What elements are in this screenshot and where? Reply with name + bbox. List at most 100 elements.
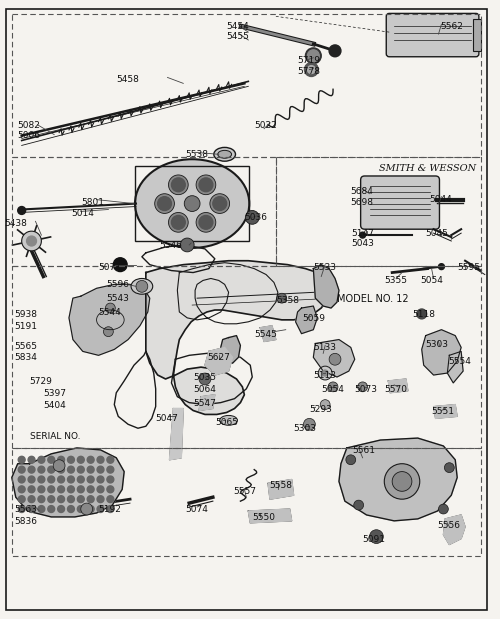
Circle shape [107, 486, 114, 493]
Circle shape [354, 500, 364, 510]
Text: 5551: 5551 [432, 407, 454, 415]
Circle shape [58, 496, 64, 503]
Circle shape [438, 504, 448, 514]
Circle shape [28, 486, 35, 493]
Polygon shape [339, 438, 457, 521]
Circle shape [168, 175, 188, 194]
Text: 5022: 5022 [254, 121, 277, 130]
Text: 5113: 5113 [314, 371, 336, 380]
Circle shape [28, 506, 35, 513]
Text: 5557: 5557 [234, 487, 256, 496]
Text: 5563: 5563 [14, 505, 37, 514]
Circle shape [87, 476, 94, 483]
Circle shape [87, 496, 94, 503]
Circle shape [392, 472, 412, 491]
Circle shape [38, 496, 45, 503]
Circle shape [104, 327, 114, 337]
Text: 5118: 5118 [412, 310, 435, 319]
Polygon shape [205, 347, 233, 375]
Circle shape [318, 366, 332, 380]
Circle shape [320, 400, 330, 410]
Circle shape [28, 466, 35, 473]
Text: 5565: 5565 [14, 342, 37, 350]
Text: 5834: 5834 [14, 353, 36, 362]
Text: 5546: 5546 [160, 241, 182, 250]
Ellipse shape [131, 279, 152, 294]
Circle shape [58, 506, 64, 513]
Text: 5562: 5562 [440, 22, 464, 32]
Circle shape [97, 476, 104, 483]
Text: 5719: 5719 [298, 56, 320, 65]
Text: 5014: 5014 [71, 209, 94, 219]
Circle shape [87, 506, 94, 513]
Circle shape [68, 456, 74, 463]
Circle shape [38, 486, 45, 493]
Polygon shape [199, 395, 215, 410]
Circle shape [97, 456, 104, 463]
Text: 5355: 5355 [384, 277, 407, 285]
Circle shape [306, 48, 321, 64]
Text: 5404: 5404 [44, 400, 66, 410]
Polygon shape [388, 379, 408, 393]
Circle shape [136, 280, 148, 292]
Text: 5596: 5596 [106, 280, 130, 290]
Text: 5303: 5303 [426, 340, 448, 348]
Text: 5550: 5550 [252, 513, 275, 522]
Circle shape [18, 476, 25, 483]
Polygon shape [220, 335, 240, 363]
Circle shape [107, 456, 114, 463]
Polygon shape [69, 284, 150, 355]
Text: 5558: 5558 [269, 482, 292, 490]
Circle shape [68, 466, 74, 473]
Circle shape [28, 496, 35, 503]
Circle shape [58, 476, 64, 483]
Text: 5554: 5554 [448, 357, 471, 366]
Text: SMITH & WESSON: SMITH & WESSON [380, 164, 476, 173]
Text: 5082: 5082 [18, 121, 40, 130]
Circle shape [308, 50, 320, 62]
Circle shape [158, 197, 172, 210]
Polygon shape [12, 448, 124, 517]
Circle shape [48, 476, 54, 483]
Circle shape [360, 232, 366, 238]
Text: 5073: 5073 [354, 385, 378, 394]
Text: 5074: 5074 [185, 505, 208, 514]
Circle shape [87, 466, 94, 473]
Circle shape [199, 373, 211, 385]
Text: 5801: 5801 [81, 197, 104, 207]
Circle shape [168, 212, 188, 232]
Bar [135, 166, 250, 241]
Text: 5133: 5133 [314, 344, 336, 352]
Polygon shape [268, 480, 293, 499]
Circle shape [48, 466, 54, 473]
Text: 5064: 5064 [193, 385, 216, 394]
Circle shape [81, 503, 92, 515]
Polygon shape [314, 265, 339, 308]
Circle shape [18, 456, 25, 463]
Circle shape [18, 486, 25, 493]
FancyBboxPatch shape [386, 14, 479, 57]
Polygon shape [444, 515, 465, 545]
Text: 5358: 5358 [276, 297, 299, 305]
Circle shape [38, 466, 45, 473]
Text: 5545: 5545 [254, 330, 277, 339]
Circle shape [114, 258, 127, 272]
Circle shape [68, 496, 74, 503]
Text: 5544: 5544 [98, 308, 122, 317]
Circle shape [48, 486, 54, 493]
Text: 5071: 5071 [98, 262, 122, 272]
Text: 5147: 5147 [352, 229, 374, 238]
Ellipse shape [214, 147, 236, 161]
Text: 5836: 5836 [14, 517, 37, 526]
Circle shape [196, 212, 216, 232]
Text: 5303: 5303 [294, 424, 316, 433]
Circle shape [26, 236, 36, 246]
Circle shape [107, 476, 114, 483]
Circle shape [358, 382, 368, 392]
Circle shape [172, 215, 185, 229]
Circle shape [38, 506, 45, 513]
Circle shape [322, 370, 328, 376]
Text: 5778: 5778 [298, 67, 320, 76]
Text: 5397: 5397 [44, 389, 66, 398]
Circle shape [87, 456, 94, 463]
